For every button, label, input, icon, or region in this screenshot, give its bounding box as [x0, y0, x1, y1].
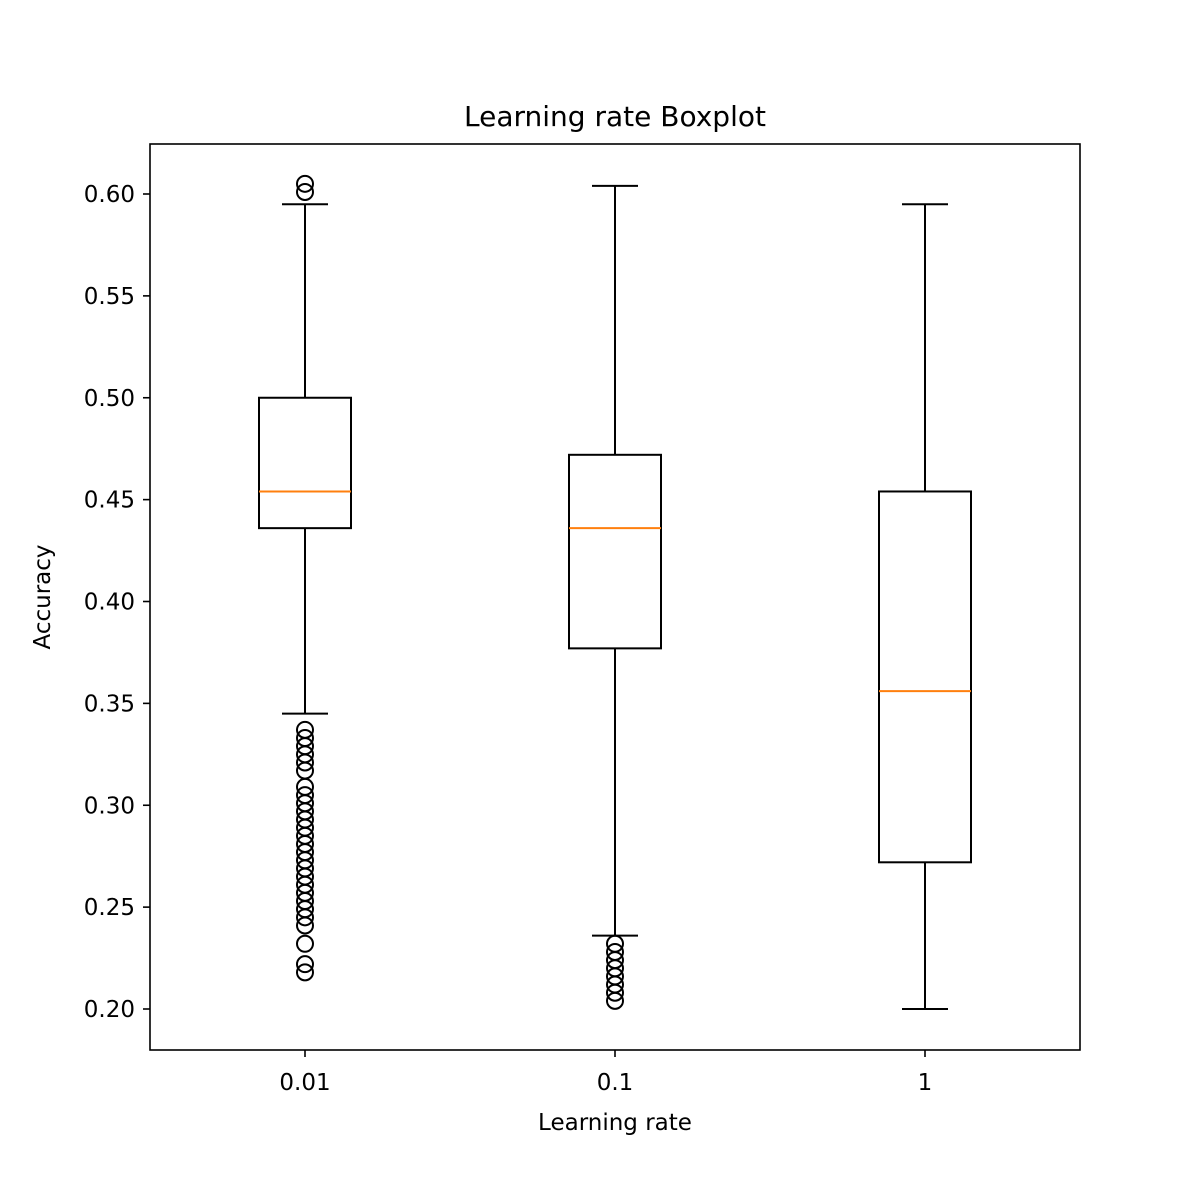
x-tick-label: 0.1 [597, 1070, 634, 1096]
x-tick-label: 0.01 [279, 1070, 330, 1096]
y-tick-label: 0.20 [84, 997, 135, 1023]
box-group-1 [878, 203, 972, 1010]
y-tick-label: 0.45 [84, 488, 135, 514]
box-group-0.01 [258, 174, 352, 982]
y-tick-label: 0.60 [84, 182, 135, 208]
outlier-point [296, 916, 314, 935]
iqr-box [258, 396, 352, 530]
y-tick-label: 0.55 [84, 284, 135, 310]
outlier-point [296, 934, 314, 953]
outlier-point [606, 983, 624, 1002]
y-tick-label: 0.50 [84, 386, 135, 412]
outlier-point [296, 955, 314, 974]
x-tick-label: 1 [918, 1070, 933, 1096]
iqr-box [568, 453, 662, 650]
x-axis: 0.01 0.1 1 [279, 1050, 932, 1096]
outlier-point [296, 182, 314, 201]
y-axis-label: Accuracy [30, 544, 56, 649]
y-tick-label: 0.40 [84, 590, 135, 616]
y-tick-label: 0.30 [84, 793, 135, 819]
x-axis-label: Learning rate [538, 1110, 692, 1136]
chart-title: Learning rate Boxplot [464, 100, 766, 133]
outlier-point [606, 991, 624, 1010]
outlier-point [296, 753, 314, 772]
box-group-0.1 [568, 184, 662, 1010]
outlier-point [296, 963, 314, 982]
y-tick-label: 0.25 [84, 895, 135, 921]
plot-marks [258, 174, 972, 1010]
outlier-point [296, 174, 314, 193]
iqr-box [878, 490, 972, 864]
y-axis: 0.20 0.25 0.30 0.35 0.40 0.45 0.50 0.55 0.60 [84, 182, 150, 1023]
y-tick-label: 0.35 [84, 691, 135, 717]
outlier-point [296, 908, 314, 927]
